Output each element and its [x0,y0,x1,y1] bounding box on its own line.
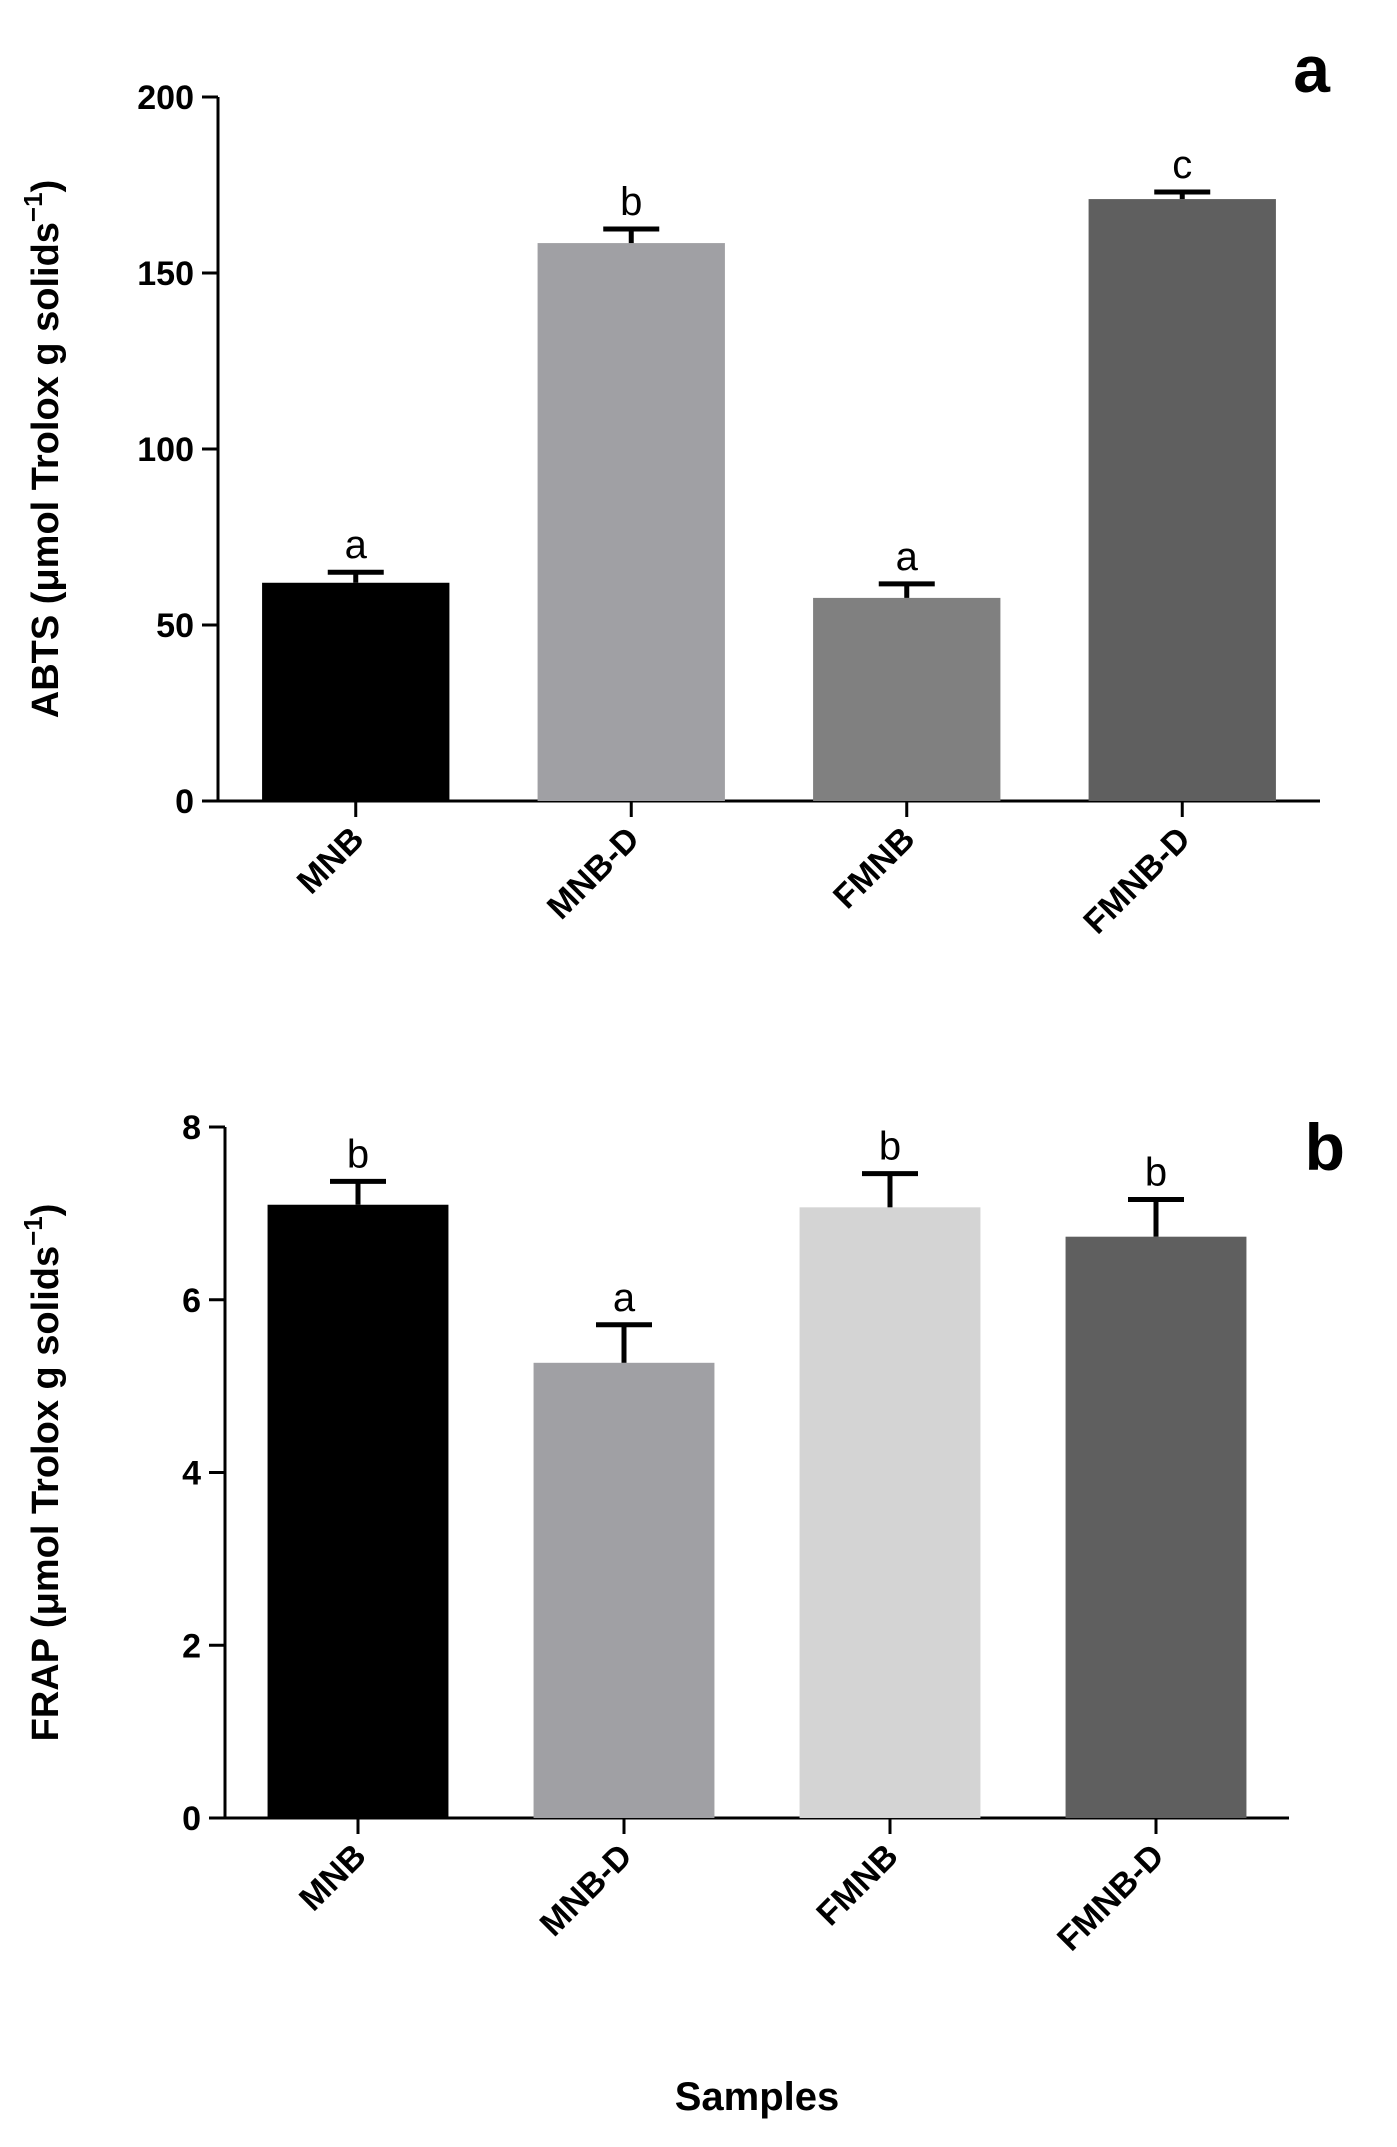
y-tick-label: 8 [182,1109,201,1147]
bar [537,243,725,801]
bar [799,1207,981,1818]
x-tick-label: FMNB-D [1076,820,1198,942]
significance-letter: b [879,1125,901,1169]
significance-letter: b [1145,1151,1167,1195]
x-tick-label: MNB-D [533,1837,640,1944]
y-tick-label: 4 [182,1455,201,1493]
y-axis-label-text: FRAP (μmol Trolox g solids [25,1246,67,1741]
significance-letter: b [620,180,642,224]
y-axis-label-superscript: −1 [18,1216,48,1246]
x-tick-label: FMNB-D [1050,1837,1172,1959]
bar [267,1204,449,1818]
bar [262,582,450,801]
y-axis-label: ABTS (μmol Trolox g solids−1) [18,180,67,718]
bar [533,1362,715,1818]
panel-label: a [1293,32,1331,106]
error-bar [878,581,935,598]
x-tick-label: FMNB [826,820,922,916]
y-tick-label: 2 [182,1627,201,1665]
significance-letter: a [613,1276,636,1320]
x-tick-label: MNB [292,1837,374,1919]
bar [813,597,1001,801]
error-bar [1154,189,1211,200]
y-axis-label-text: ABTS (μmol Trolox g solids [25,222,67,718]
bar [1088,199,1276,801]
y-tick-label: 100 [137,431,194,469]
error-bar [327,569,384,583]
x-tick-label: MNB [290,820,372,902]
y-axis-label-superscript: −1 [18,192,48,222]
panel-label: b [1305,1110,1345,1184]
y-tick-label: 200 [137,79,194,117]
y-tick-label: 0 [182,1800,201,1838]
significance-letter: a [345,523,368,567]
x-axis-label: Samples [675,2075,840,2119]
x-tick-label: FMNB [809,1837,905,1933]
y-tick-label: 150 [137,255,194,293]
y-tick-label: 0 [175,783,194,821]
y-tick-label: 50 [156,607,194,645]
significance-letter: c [1172,143,1192,187]
error-bar [603,226,660,244]
y-tick-label: 6 [182,1282,201,1320]
y-axis-label-end: ) [25,180,67,193]
error-bar [862,1171,918,1208]
error-bar [1128,1197,1184,1237]
x-tick-label: MNB-D [540,820,647,927]
significance-letter: b [347,1132,369,1176]
significance-letter: a [896,535,919,579]
y-axis-label-end: ) [25,1204,67,1217]
error-bar [330,1178,386,1205]
error-bar [596,1322,652,1363]
bar [1065,1236,1247,1818]
y-axis-label: FRAP (μmol Trolox g solids−1) [18,1204,67,1742]
